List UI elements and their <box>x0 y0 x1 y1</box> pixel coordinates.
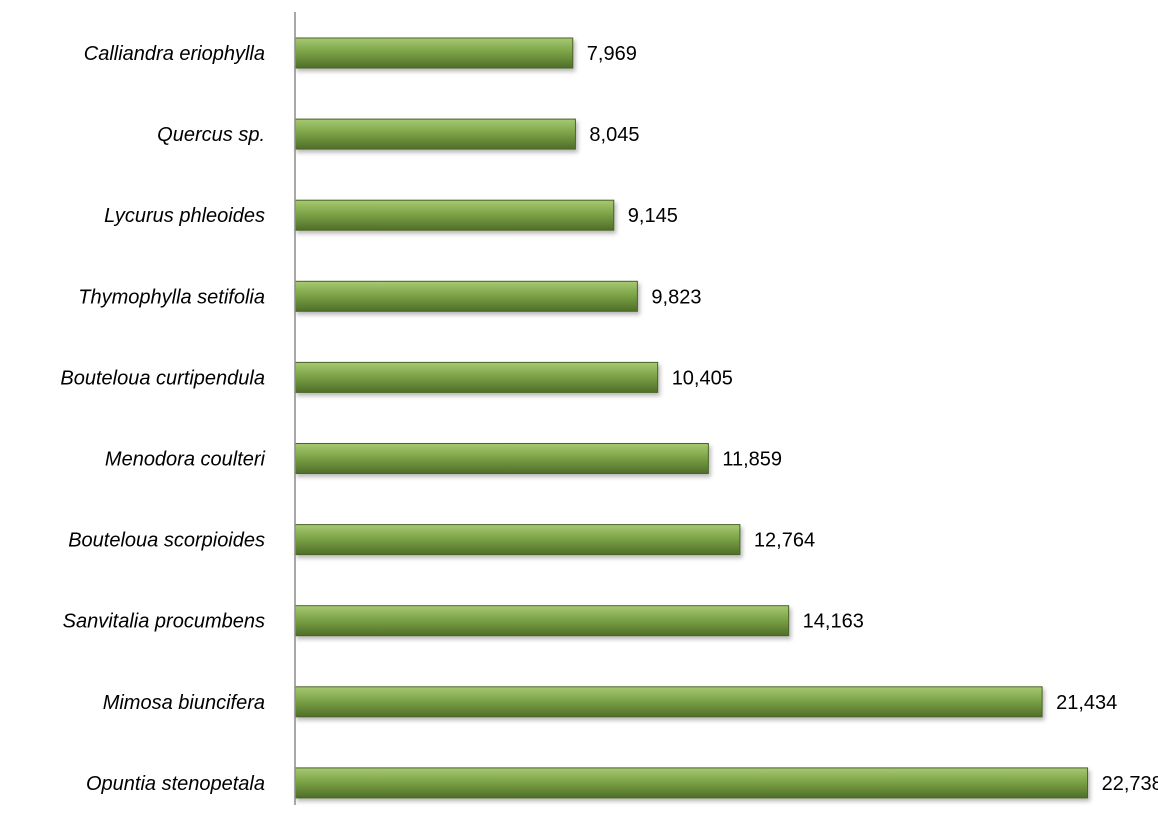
category-label: Sanvitalia procumbens <box>63 611 265 633</box>
category-labels-group: Calliandra eriophylla Quercus sp. Lycurus … <box>60 43 265 795</box>
value-label: 9,145 <box>628 205 678 227</box>
value-label: 11,859 <box>722 449 782 471</box>
value-label: 14,163 <box>803 611 864 633</box>
category-label: Bouteloua curtipendula <box>60 367 265 389</box>
category-label: Thymophylla setifolia <box>78 286 265 308</box>
category-label: Menodora coulteri <box>105 449 266 471</box>
bar <box>294 280 638 312</box>
bar <box>294 767 1089 799</box>
bars-group <box>294 37 1089 799</box>
category-label: Mimosa biuncifera <box>103 692 265 714</box>
bar <box>294 686 1043 718</box>
value-label: 7,969 <box>587 43 637 65</box>
value-label: 21,434 <box>1056 692 1117 714</box>
value-labels-group: 7,969 8,045 9,145 9,823 10,405 11,859 12,764 14… <box>587 43 1158 795</box>
category-label: Lycurus phleoides <box>104 205 265 227</box>
bar <box>294 199 615 231</box>
bar <box>294 524 741 556</box>
bar <box>294 443 709 474</box>
value-label: 12,764 <box>754 530 815 552</box>
category-label: Opuntia stenopetala <box>86 773 265 795</box>
category-label: Quercus sp. <box>157 124 265 146</box>
value-label: 9,823 <box>651 286 701 308</box>
category-label: Bouteloua scorpioides <box>68 530 265 552</box>
value-label: 8,045 <box>589 124 639 146</box>
value-label: 22,738 <box>1102 773 1158 795</box>
category-label: Calliandra eriophylla <box>84 43 265 65</box>
bar <box>294 37 574 69</box>
value-label: 10,405 <box>672 367 733 389</box>
bar <box>294 361 659 393</box>
bar <box>294 605 790 637</box>
bar <box>294 118 576 150</box>
